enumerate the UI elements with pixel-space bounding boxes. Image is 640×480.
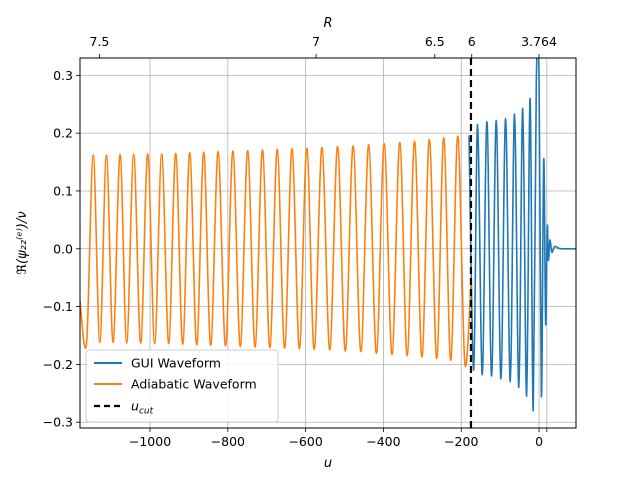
x-tick-label: −1000 bbox=[129, 434, 171, 449]
y-tick-label: 0.1 bbox=[53, 183, 73, 198]
x-tick-label: −800 bbox=[211, 434, 245, 449]
y-tick-label: −0.1 bbox=[43, 299, 73, 314]
series-line-adiabatic-waveform bbox=[80, 135, 472, 367]
top-tick-label: 6.5 bbox=[425, 34, 445, 49]
y-axis-label: ℜ(ψ₂₂⁽ᵉ⁾)/ν bbox=[15, 211, 30, 274]
top-tick-label: 6 bbox=[468, 34, 476, 49]
x-tick-label: −600 bbox=[288, 434, 322, 449]
top-axis: 7.5 7 6.5 6 3.764 bbox=[90, 34, 557, 58]
x-axis: −1000 −800 −600 −400 −200 0 bbox=[129, 428, 548, 449]
top-tick-label: 7 bbox=[312, 34, 320, 49]
legend-box bbox=[85, 349, 279, 423]
series-line-gui-waveform bbox=[468, 58, 576, 412]
y-tick-label: 0.0 bbox=[53, 241, 73, 256]
x-axis-label: u bbox=[324, 456, 332, 471]
x-tick-label: 0 bbox=[535, 434, 543, 449]
plot-frame bbox=[79, 57, 577, 429]
top-axis-label: R bbox=[323, 16, 332, 31]
legend-label-adiabatic: Adiabatic Waveform bbox=[131, 377, 257, 392]
legend-label-gui: GUI Waveform bbox=[131, 356, 221, 371]
legend: GUI Waveform Adiabatic Waveform ucut bbox=[85, 349, 279, 423]
series-layer bbox=[80, 58, 576, 412]
y-tick-label: 0.3 bbox=[53, 68, 73, 83]
y-tick-label: −0.3 bbox=[43, 415, 73, 430]
top-tick-label: 3.764 bbox=[521, 34, 557, 49]
x-tick-label: −400 bbox=[366, 434, 400, 449]
x-tick-label: −200 bbox=[444, 434, 478, 449]
y-tick-label: −0.2 bbox=[43, 357, 73, 372]
y-axis: −0.3 −0.2 −0.1 0.0 0.1 0.2 0.3 bbox=[43, 68, 80, 430]
top-tick-label: 7.5 bbox=[90, 34, 110, 49]
y-tick-label: 0.2 bbox=[53, 126, 73, 141]
